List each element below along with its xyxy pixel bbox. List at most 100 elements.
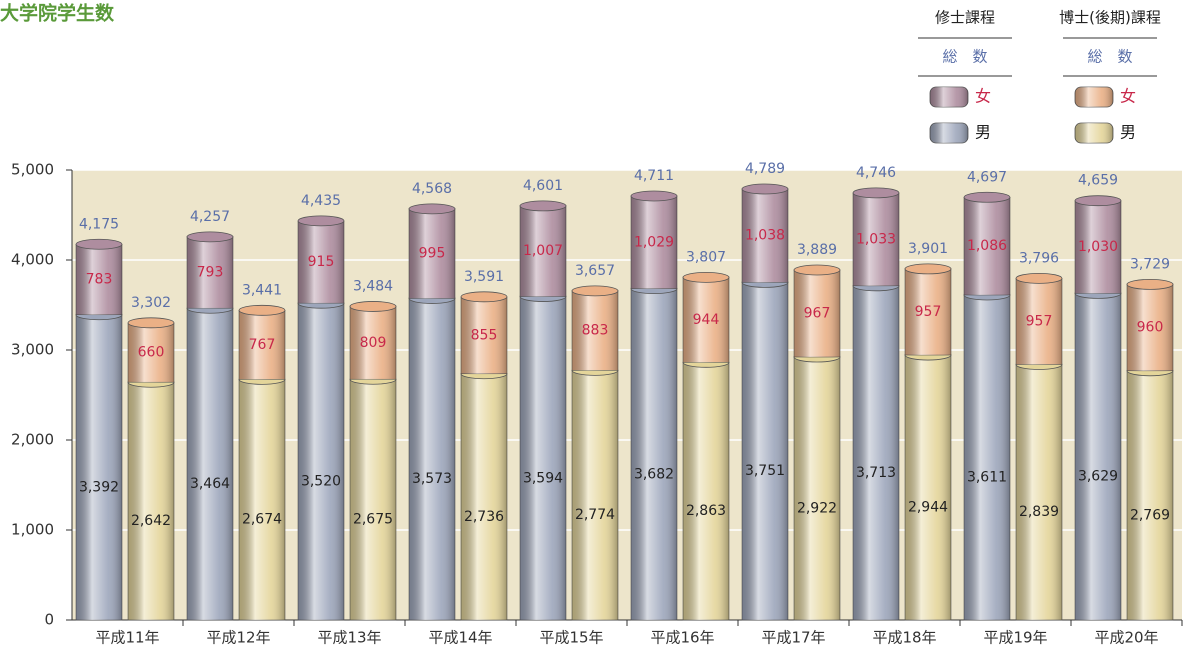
bar-shade xyxy=(742,188,788,283)
y-tick-label: 1,000 xyxy=(11,521,54,539)
total-label: 4,659 xyxy=(1078,173,1118,189)
total-label: 4,435 xyxy=(301,193,341,209)
segment-edge xyxy=(186,231,234,243)
value-label: 1,086 xyxy=(967,238,1007,254)
bar-shade xyxy=(520,205,566,297)
value-label: 1,029 xyxy=(634,234,674,250)
legend-label: 男 xyxy=(1120,123,1136,142)
y-tick-label: 2,000 xyxy=(11,431,54,449)
x-tick-label: 平成20年 xyxy=(1094,629,1158,647)
segment-edge xyxy=(571,285,619,297)
total-label: 3,901 xyxy=(908,241,948,257)
segment-edge xyxy=(793,264,841,276)
value-label: 3,520 xyxy=(301,474,341,490)
chart-title: 大学院学生数 xyxy=(0,2,115,25)
value-label: 3,713 xyxy=(856,465,896,481)
value-label: 793 xyxy=(197,265,224,281)
segment-edge xyxy=(1126,278,1174,290)
bar-shade xyxy=(905,355,951,620)
bar-shade xyxy=(1016,364,1062,620)
total-label: 3,889 xyxy=(797,242,837,258)
legend-shade xyxy=(1075,87,1113,107)
segment-edge xyxy=(682,271,730,283)
bar-shade xyxy=(631,288,677,620)
value-label: 2,839 xyxy=(1019,504,1059,520)
bar-shade xyxy=(76,314,122,620)
y-tick-label: 0 xyxy=(44,611,54,629)
bar-shade xyxy=(298,303,344,620)
value-label: 2,675 xyxy=(353,512,393,528)
value-label: 3,611 xyxy=(967,470,1007,486)
segment-edge xyxy=(127,317,175,329)
bar-shade xyxy=(239,310,285,380)
bar-shade xyxy=(1075,200,1121,294)
value-label: 2,769 xyxy=(1130,507,1170,523)
total-label: 4,697 xyxy=(967,169,1007,185)
value-label: 1,007 xyxy=(523,243,563,259)
total-label: 4,789 xyxy=(745,161,785,177)
x-tick-label: 平成13年 xyxy=(317,629,381,647)
segment-edge xyxy=(741,183,789,195)
bar-shade xyxy=(76,244,122,315)
bar-shade xyxy=(905,268,951,356)
segment-edge xyxy=(852,187,900,199)
value-label: 960 xyxy=(1137,320,1164,336)
bar-shade xyxy=(128,322,174,383)
bar-shade xyxy=(964,295,1010,620)
bar-shade xyxy=(409,298,455,620)
total-label: 3,591 xyxy=(464,269,504,285)
legend-total: 総 数 xyxy=(942,48,987,66)
bar-shade xyxy=(461,296,507,374)
segment-edge xyxy=(519,200,567,212)
legend-title: 博士(後期)課程 xyxy=(1059,9,1161,27)
x-tick-label: 平成18年 xyxy=(872,629,936,647)
bar-shade xyxy=(794,357,840,620)
plot-background xyxy=(72,170,1182,620)
value-label: 660 xyxy=(138,345,165,361)
total-label: 3,729 xyxy=(1130,256,1170,272)
y-tick-label: 3,000 xyxy=(11,341,54,359)
value-label: 3,682 xyxy=(634,466,674,482)
bar-shade xyxy=(572,290,618,371)
bar-shade xyxy=(853,285,899,620)
bar-shade xyxy=(1016,278,1062,365)
bar-shade xyxy=(1127,284,1173,371)
bar-shade xyxy=(520,296,566,620)
value-label: 2,774 xyxy=(575,507,615,523)
value-label: 957 xyxy=(915,304,942,320)
value-label: 915 xyxy=(308,254,335,270)
total-label: 3,484 xyxy=(353,278,393,294)
total-label: 4,568 xyxy=(412,181,452,197)
segment-edge xyxy=(904,263,952,275)
total-label: 3,441 xyxy=(242,282,282,298)
legend-label: 女 xyxy=(1120,87,1136,106)
legend-label: 男 xyxy=(975,123,991,142)
x-tick-label: 平成15年 xyxy=(539,629,603,647)
value-label: 2,944 xyxy=(908,500,948,516)
x-tick-label: 平成19年 xyxy=(983,629,1047,647)
bar-shade xyxy=(742,282,788,620)
total-label: 4,601 xyxy=(523,178,563,194)
value-label: 3,464 xyxy=(190,476,230,492)
value-label: 2,642 xyxy=(131,513,171,529)
value-label: 809 xyxy=(360,335,387,351)
total-label: 4,257 xyxy=(190,209,230,225)
value-label: 957 xyxy=(1026,313,1053,329)
total-label: 4,711 xyxy=(634,168,674,184)
total-label: 3,657 xyxy=(575,263,615,279)
segment-edge xyxy=(630,190,678,202)
value-label: 2,863 xyxy=(686,503,726,519)
bar-shade xyxy=(853,192,899,286)
value-label: 3,594 xyxy=(523,470,563,486)
value-label: 3,573 xyxy=(412,471,452,487)
x-tick-label: 平成17年 xyxy=(761,629,825,647)
segment-edge xyxy=(349,301,397,312)
value-label: 1,030 xyxy=(1078,239,1118,255)
total-label: 3,796 xyxy=(1019,250,1059,266)
value-label: 995 xyxy=(419,246,446,262)
value-label: 944 xyxy=(693,312,720,328)
bar-shade xyxy=(239,379,285,620)
bar-shade xyxy=(631,196,677,289)
total-label: 4,175 xyxy=(79,216,119,232)
